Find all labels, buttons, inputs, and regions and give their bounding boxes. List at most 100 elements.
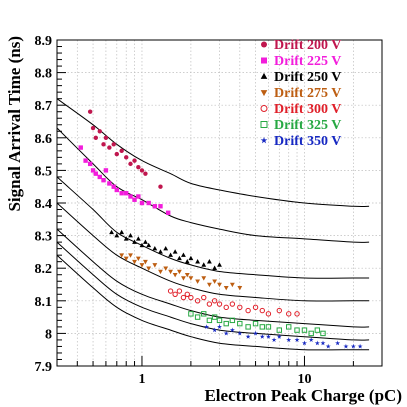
data-point-drift-350-v — [357, 343, 363, 349]
data-point-drift-225-v — [165, 210, 171, 215]
data-point-drift-350-v — [343, 343, 349, 349]
data-point-drift-200-v — [139, 168, 145, 173]
fit-curve — [56, 254, 370, 351]
data-point-drift-300-v — [265, 311, 272, 317]
data-point-drift-325-v — [320, 330, 326, 337]
data-point-drift-325-v — [194, 314, 201, 320]
data-point-drift-200-v — [107, 145, 112, 150]
data-point-drift-225-v — [119, 191, 124, 196]
data-point-drift-350-v — [308, 337, 314, 343]
data-point-drift-250-v — [139, 242, 145, 248]
data-point-drift-250-v — [172, 249, 178, 254]
data-point-drift-350-v — [302, 340, 307, 346]
data-point-drift-325-v — [229, 317, 236, 324]
data-point-drift-250-v — [168, 252, 174, 257]
data-point-drift-200-v — [158, 184, 163, 189]
data-point-drift-300-v — [194, 298, 201, 304]
data-point-drift-350-v — [320, 340, 326, 346]
data-point-drift-200-v — [90, 125, 96, 131]
data-point-drift-350-v — [217, 324, 222, 329]
fit-curves — [56, 98, 370, 351]
data-point-drift-300-v — [294, 311, 300, 317]
data-point-drift-325-v — [252, 320, 259, 327]
fit-curve — [56, 228, 370, 328]
data-point-drift-350-v — [276, 334, 282, 339]
data-point-drift-325-v — [276, 327, 282, 333]
y-tick-label: 8 — [45, 327, 52, 342]
fit-curve — [56, 98, 370, 208]
data-point-drift-350-v — [229, 327, 235, 333]
data-point-drift-225-v — [152, 204, 158, 209]
data-point-drift-225-v — [146, 200, 151, 206]
data-point-drift-200-v — [143, 171, 148, 176]
y-tick-label: 8.9 — [35, 34, 53, 49]
data-point-drift-200-v — [132, 158, 137, 163]
data-point-drift-300-v — [176, 288, 183, 294]
y-tick-label: 8.8 — [35, 67, 53, 82]
y-tick-label: 8.5 — [35, 164, 53, 179]
data-point-drift-350-v — [253, 330, 259, 336]
data-point-drift-250-v — [119, 229, 125, 235]
data-point-drift-275-v — [158, 269, 163, 275]
y-tick-label: 8.6 — [35, 132, 53, 147]
data-point-drift-275-v — [206, 282, 212, 288]
data-point-drift-300-v — [188, 294, 194, 301]
data-point-drift-275-v — [223, 286, 229, 291]
y-tick-label: 8.7 — [35, 99, 53, 114]
data-point-drift-275-v — [128, 253, 133, 258]
data-point-drift-325-v — [237, 320, 243, 327]
data-point-drift-300-v — [201, 294, 207, 301]
data-point-drift-300-v — [184, 291, 190, 297]
data-point-drift-250-v — [217, 262, 222, 267]
data-point-drift-200-v — [124, 155, 129, 160]
data-point-drift-250-v — [184, 259, 190, 264]
data-point-drift-350-v — [350, 343, 356, 349]
data-point-drift-300-v — [229, 301, 236, 307]
data-point-drift-250-v — [132, 239, 137, 244]
data-point-drift-200-v — [128, 161, 133, 167]
data-point-drift-200-v — [119, 148, 124, 154]
data-point-drift-225-v — [107, 181, 112, 186]
data-point-drift-350-v — [212, 327, 218, 333]
data-point-drift-200-v — [114, 151, 119, 157]
data-point-drift-225-v — [128, 194, 133, 199]
data-point-drift-225-v — [124, 191, 129, 196]
data-point-drift-250-v — [123, 236, 129, 241]
x-axis-label: Electron Peak Charge (pC) — [204, 386, 402, 405]
data-point-drift-225-v — [136, 194, 141, 199]
data-point-drift-200-v — [87, 109, 93, 114]
data-point-drift-350-v — [335, 340, 341, 346]
y-tick-label: 8.4 — [35, 197, 53, 212]
legend-marker — [261, 41, 267, 48]
data-point-drift-275-v — [132, 259, 137, 265]
data-point-drift-250-v — [158, 249, 163, 254]
data-point-drift-325-v — [301, 327, 308, 333]
data-point-drift-300-v — [223, 304, 229, 311]
data-point-drift-275-v — [217, 282, 222, 288]
data-point-drift-350-v — [223, 330, 229, 336]
fit-curve — [56, 176, 370, 279]
y-tick-label: 7.9 — [35, 360, 53, 375]
data-point-drift-250-v — [163, 246, 169, 251]
legend-marker — [260, 90, 268, 97]
data-point-drift-325-v — [314, 327, 321, 333]
data-point-drift-250-v — [195, 259, 201, 264]
legend-label: Drift 225 V — [274, 54, 341, 69]
data-point-drift-275-v — [152, 263, 158, 268]
data-point-drift-300-v — [211, 298, 218, 304]
data-point-drift-250-v — [135, 236, 141, 241]
data-point-drift-350-v — [265, 334, 271, 339]
fit-curve — [56, 241, 370, 341]
data-point-drift-300-v — [259, 307, 265, 314]
data-point-drift-275-v — [181, 276, 186, 281]
data-point-drift-325-v — [294, 327, 300, 333]
data-point-drift-275-v — [188, 276, 194, 281]
data-point-drift-325-v — [211, 314, 218, 320]
data-point-drift-300-v — [276, 307, 282, 314]
data-point-drift-250-v — [109, 229, 114, 235]
data-point-drift-300-v — [252, 304, 259, 311]
data-point-drift-275-v — [176, 269, 182, 275]
data-point-drift-325-v — [308, 330, 314, 337]
data-point-drift-350-v — [245, 334, 251, 339]
legend-marker — [260, 121, 268, 128]
